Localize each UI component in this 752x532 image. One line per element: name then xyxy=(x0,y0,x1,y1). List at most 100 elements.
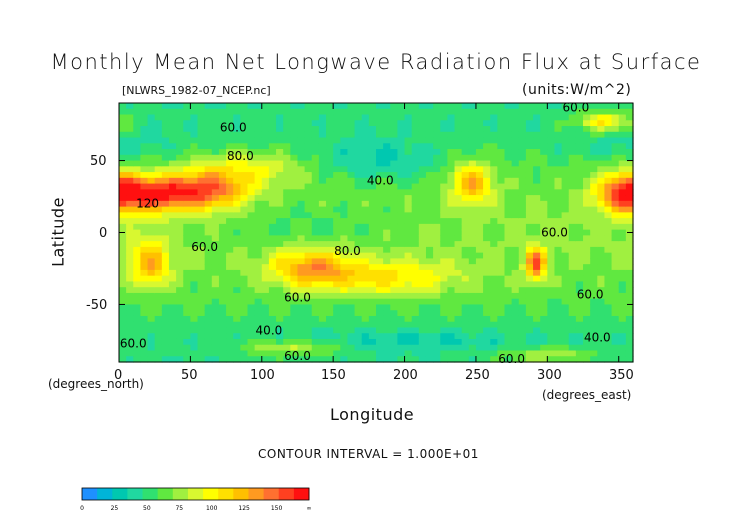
heatmap-cell xyxy=(276,103,284,110)
heatmap-cell xyxy=(504,183,513,190)
heatmap-cell xyxy=(504,126,513,133)
heatmap-cell xyxy=(547,108,556,116)
heatmap-cell xyxy=(618,126,627,133)
heatmap-cell xyxy=(390,264,399,271)
heatmap-cell xyxy=(226,120,234,127)
heatmap-cell xyxy=(540,292,548,300)
heatmap-cell xyxy=(204,258,213,265)
heatmap-cell xyxy=(276,275,284,283)
x-tick-label: 200 xyxy=(393,368,418,383)
heatmap-cell xyxy=(383,114,391,121)
heatmap-cell xyxy=(468,310,477,317)
heatmap-cell xyxy=(618,298,627,306)
heatmap-cell xyxy=(511,321,520,329)
heatmap-cell xyxy=(411,114,420,121)
heatmap-cell xyxy=(226,229,234,236)
heatmap-cell xyxy=(340,160,349,167)
heatmap-cell xyxy=(304,321,313,329)
heatmap-cell xyxy=(447,212,456,219)
heatmap-cell xyxy=(511,229,520,236)
heatmap-cell xyxy=(618,223,627,231)
heatmap-cell xyxy=(468,287,477,294)
heatmap-cell xyxy=(168,108,177,116)
heatmap-cell xyxy=(218,131,227,139)
x-tick-label: 100 xyxy=(250,368,275,383)
heatmap-cell xyxy=(218,200,227,208)
heatmap-cell xyxy=(140,298,149,306)
heatmap-cell xyxy=(547,310,556,317)
heatmap-cell xyxy=(161,218,170,225)
heatmap-cell xyxy=(354,344,363,352)
heatmap-cell xyxy=(461,292,470,300)
heatmap-cell xyxy=(454,177,463,185)
heatmap-cell xyxy=(511,298,520,306)
heatmap-cell xyxy=(311,223,320,231)
heatmap-cell xyxy=(561,200,570,208)
heatmap-cell xyxy=(411,264,420,271)
heatmap-cell xyxy=(161,154,170,162)
heatmap-cell xyxy=(583,281,591,288)
heatmap-cell xyxy=(304,212,313,219)
colorbar-label: 50 xyxy=(143,505,151,512)
heatmap-cell xyxy=(376,258,384,265)
heatmap-cell xyxy=(226,327,234,334)
heatmap-cell xyxy=(590,338,598,346)
heatmap-cell xyxy=(611,275,620,283)
heatmap-cell xyxy=(461,298,470,306)
heatmap-cell xyxy=(361,126,370,133)
heatmap-cell xyxy=(247,287,256,294)
heatmap-cell xyxy=(304,246,313,254)
heatmap-cell xyxy=(404,235,413,242)
heatmap-cell xyxy=(197,195,206,202)
heatmap-cell xyxy=(176,321,184,329)
heatmap-cell xyxy=(590,223,598,231)
heatmap-cell xyxy=(247,241,256,248)
heatmap-cell xyxy=(197,120,206,127)
heatmap-cell xyxy=(354,114,363,121)
heatmap-cell xyxy=(233,143,241,150)
heatmap-cell xyxy=(211,229,220,236)
heatmap-cell xyxy=(176,172,184,179)
heatmap-cell xyxy=(268,200,277,208)
heatmap-cell xyxy=(611,195,620,202)
heatmap-cell xyxy=(233,137,241,144)
heatmap-cell xyxy=(340,189,349,196)
heatmap-cell xyxy=(411,258,420,265)
heatmap-cell xyxy=(568,120,577,127)
heatmap-cell xyxy=(404,172,413,179)
heatmap-cell xyxy=(226,310,234,317)
heatmap-cell xyxy=(211,287,220,294)
heatmap-cell xyxy=(204,356,213,363)
heatmap-cell xyxy=(226,143,234,150)
heatmap-cell xyxy=(511,258,520,265)
heatmap-cell xyxy=(433,114,441,121)
heatmap-cell xyxy=(547,350,556,357)
heatmap-cell xyxy=(304,195,313,202)
heatmap-cell xyxy=(568,350,577,357)
heatmap-cell xyxy=(383,149,391,156)
heatmap-cell xyxy=(418,241,427,248)
heatmap-cell xyxy=(347,166,356,173)
heatmap-cell xyxy=(354,304,363,311)
heatmap-cell xyxy=(583,350,591,357)
heatmap-cell xyxy=(176,304,184,311)
heatmap-cell xyxy=(161,275,170,283)
heatmap-cell xyxy=(461,114,470,121)
heatmap-cell xyxy=(583,195,591,202)
heatmap-cell xyxy=(290,195,299,202)
heatmap-cell xyxy=(333,269,341,277)
heatmap-cell xyxy=(290,321,299,329)
heatmap-cell xyxy=(468,137,477,144)
colorbar-swatch xyxy=(172,488,189,500)
heatmap-cell xyxy=(418,131,427,139)
heatmap-cell xyxy=(304,333,313,340)
heatmap-cell xyxy=(475,149,484,156)
heatmap-cell xyxy=(504,264,513,271)
heatmap-cell xyxy=(168,321,177,329)
heatmap-cell xyxy=(276,218,284,225)
heatmap-cell xyxy=(133,333,142,340)
heatmap-cell xyxy=(326,241,334,248)
heatmap-cell xyxy=(261,160,270,167)
heatmap-cell xyxy=(318,223,327,231)
heatmap-cell xyxy=(340,143,349,150)
